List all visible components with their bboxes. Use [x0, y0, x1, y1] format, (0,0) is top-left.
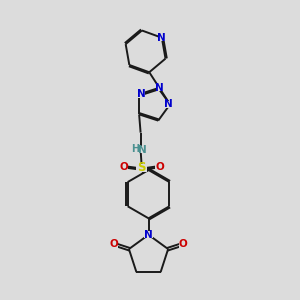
FancyBboxPatch shape [138, 146, 146, 153]
FancyBboxPatch shape [131, 146, 140, 153]
Text: N: N [164, 99, 173, 110]
Text: S: S [137, 161, 146, 175]
Text: N: N [137, 89, 146, 99]
FancyBboxPatch shape [156, 84, 164, 91]
Text: O: O [155, 161, 164, 172]
FancyBboxPatch shape [144, 231, 153, 238]
FancyBboxPatch shape [178, 241, 187, 248]
Text: O: O [178, 239, 187, 249]
Text: N: N [155, 82, 164, 92]
Text: N: N [144, 230, 153, 240]
Text: H: H [131, 144, 140, 154]
FancyBboxPatch shape [158, 34, 166, 41]
Text: N: N [158, 33, 166, 43]
Text: N: N [138, 145, 146, 155]
FancyBboxPatch shape [164, 101, 173, 108]
FancyBboxPatch shape [119, 163, 128, 170]
Text: O: O [110, 239, 119, 249]
FancyBboxPatch shape [137, 91, 145, 98]
Text: O: O [119, 161, 128, 172]
FancyBboxPatch shape [155, 163, 164, 170]
FancyBboxPatch shape [136, 164, 147, 172]
FancyBboxPatch shape [110, 241, 118, 248]
